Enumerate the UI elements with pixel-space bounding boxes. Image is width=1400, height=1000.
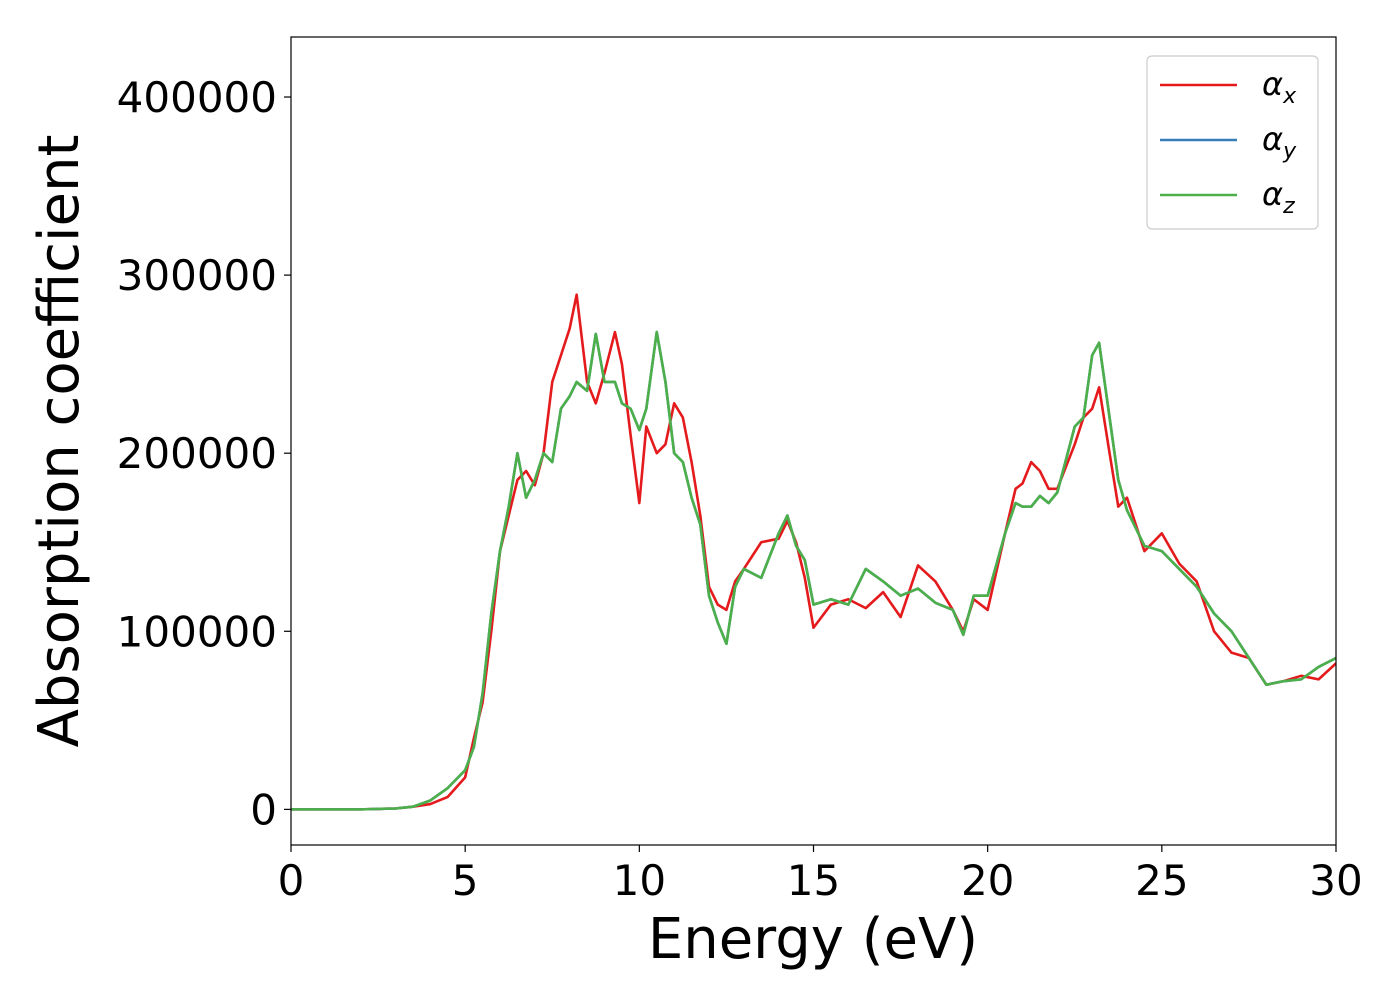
data-line [291, 330, 1336, 811]
legend-box [1146, 55, 1319, 230]
y-tick-label: 100000 [117, 607, 277, 656]
y-tick-label: 0 [250, 785, 277, 834]
y-tick-label: 200000 [117, 429, 277, 478]
y-tick-label: 300000 [117, 251, 277, 300]
y-tick-label: 400000 [117, 73, 277, 122]
data-line [291, 293, 1336, 811]
legend-label: αx [1262, 65, 1297, 109]
y-axis-label: Absorption coefficient [27, 135, 92, 748]
x-tick-label: 0 [278, 856, 305, 905]
plot-frame [290, 36, 1337, 846]
x-tick-label: 5 [452, 856, 479, 905]
x-tick-label: 25 [1135, 856, 1188, 905]
x-axis-label: Energy (eV) [648, 907, 978, 972]
x-tick-label: 20 [961, 856, 1014, 905]
legend-label: αz [1262, 175, 1295, 219]
legend-label: αy [1262, 120, 1297, 164]
x-tick-label: 10 [613, 856, 666, 905]
x-tick-label: 30 [1309, 856, 1362, 905]
x-tick-label: 15 [787, 856, 840, 905]
